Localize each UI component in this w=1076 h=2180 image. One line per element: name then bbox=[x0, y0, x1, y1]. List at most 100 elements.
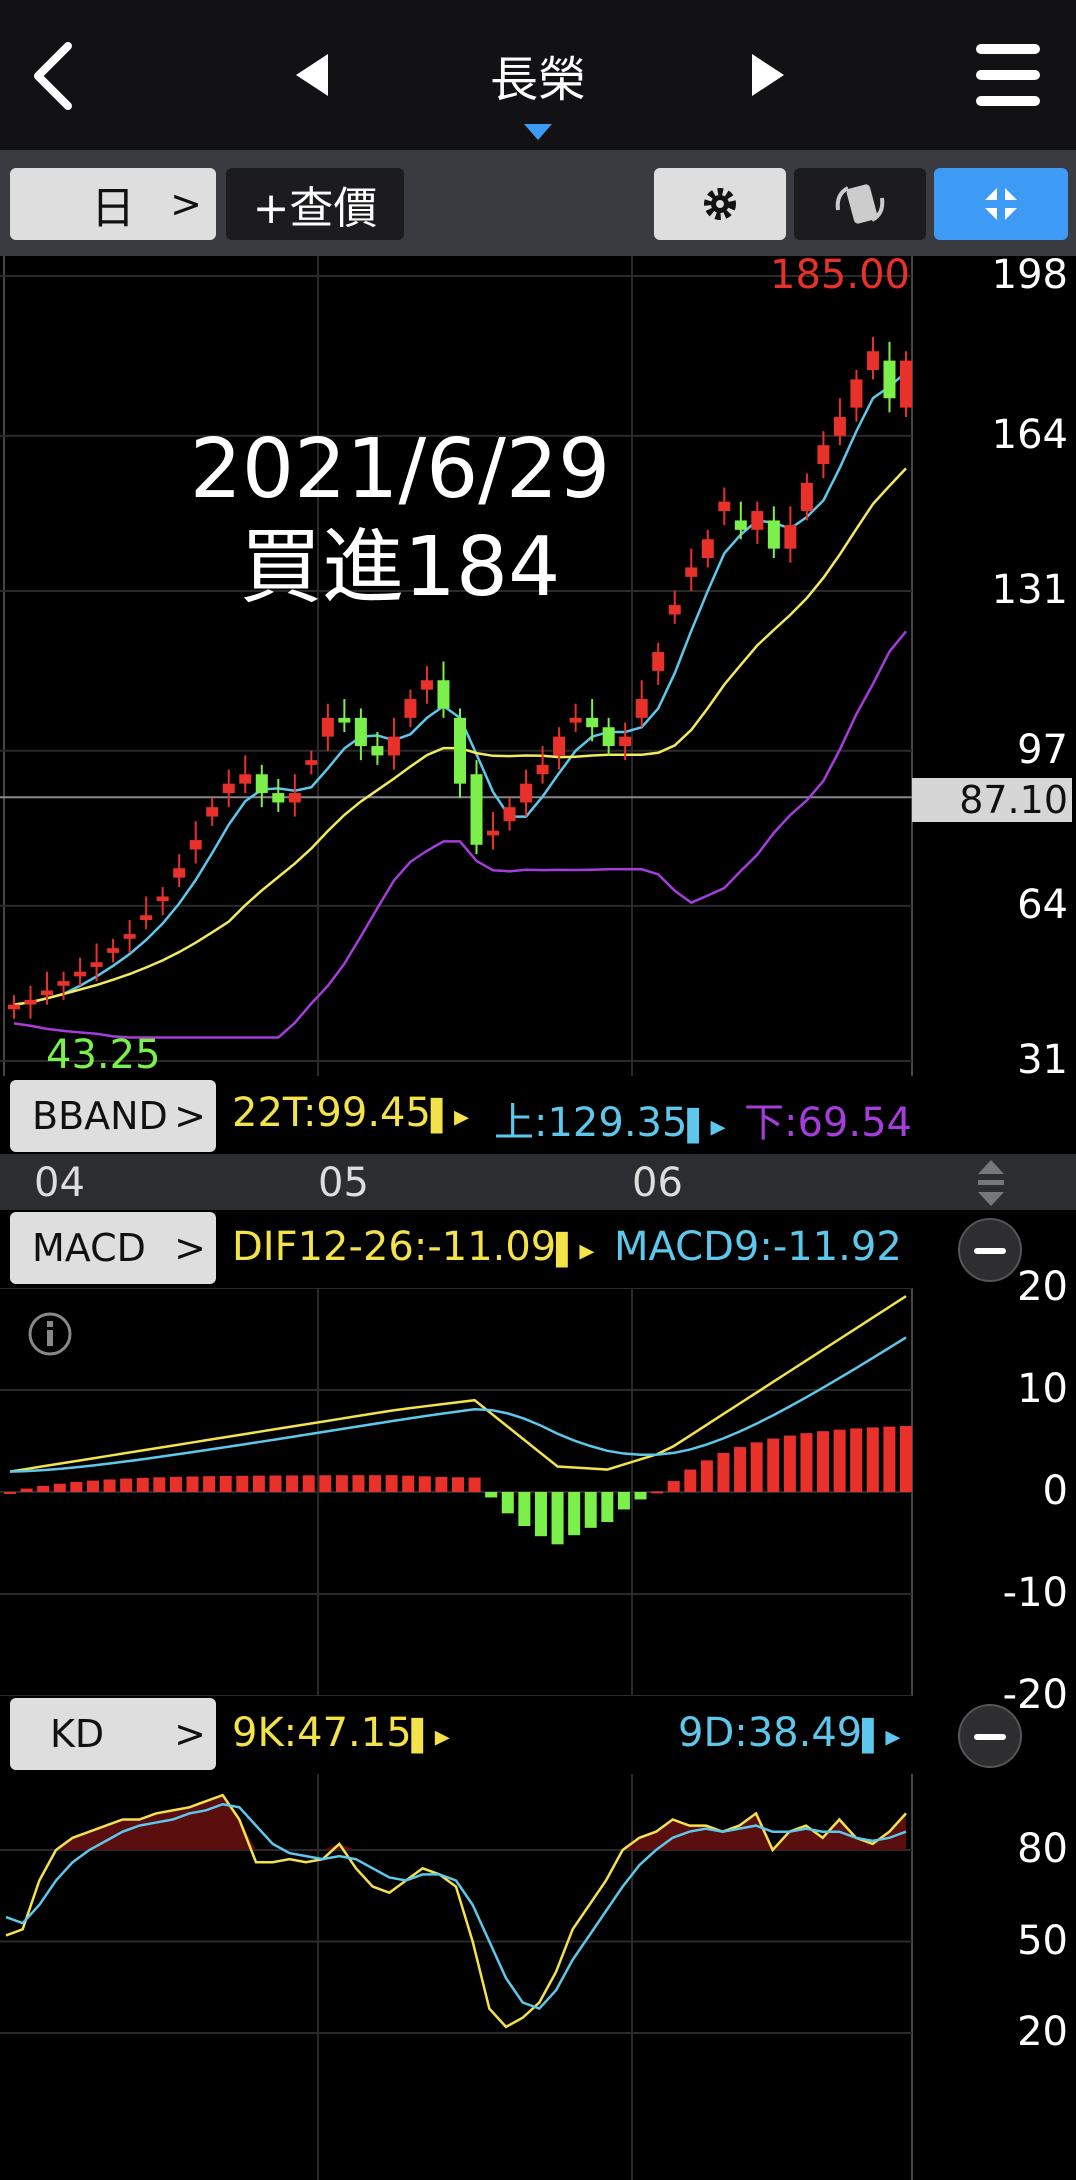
candle-body-39 bbox=[652, 652, 665, 671]
candle-body-17 bbox=[288, 793, 301, 803]
candle-body-54 bbox=[900, 360, 912, 408]
annotation-text: 買進184 bbox=[239, 520, 561, 615]
macd-bar-10 bbox=[169, 1476, 182, 1492]
candle-body-0 bbox=[8, 1004, 20, 1010]
dif-line bbox=[9, 1295, 907, 1473]
price-chart[interactable] bbox=[0, 256, 1076, 1076]
candle-body-28 bbox=[470, 774, 483, 845]
macd-bar-36 bbox=[601, 1492, 614, 1522]
candle-body-12 bbox=[206, 807, 219, 817]
candle-body-18 bbox=[305, 760, 318, 765]
resize-handle-icon[interactable] bbox=[976, 1158, 1006, 1208]
bband-label: BBAND bbox=[32, 1094, 168, 1138]
macd-bar-7 bbox=[120, 1478, 133, 1492]
macd-bar: MACD > DIF12-26:-11.09▌▸ MACD9:-11.92 bbox=[0, 1210, 1076, 1288]
macd-bar-26 bbox=[435, 1476, 448, 1492]
macd-bar-31 bbox=[518, 1492, 531, 1527]
prev-arrow-icon[interactable] bbox=[294, 52, 330, 98]
candle-body-38 bbox=[635, 699, 648, 718]
candle-body-8 bbox=[140, 915, 153, 920]
price-y-tick-3: 97 bbox=[1017, 726, 1068, 773]
kd-y-tick-2: 20 bbox=[1017, 2009, 1068, 2055]
minus-icon[interactable] bbox=[958, 1218, 1022, 1282]
period-label: 日 bbox=[91, 183, 135, 234]
macd-bar-18 bbox=[302, 1475, 315, 1492]
minus-icon[interactable] bbox=[958, 1704, 1022, 1768]
candle-body-23 bbox=[387, 736, 400, 756]
macd-bar-28 bbox=[468, 1477, 481, 1492]
macd-bar-16 bbox=[269, 1475, 282, 1492]
macd-bar-38 bbox=[634, 1492, 647, 1500]
d-line bbox=[5, 1802, 907, 2011]
macd-bar-9 bbox=[153, 1477, 166, 1492]
candle-body-45 bbox=[751, 511, 764, 530]
back-chevron-icon[interactable] bbox=[28, 40, 78, 112]
macd-chart[interactable] bbox=[0, 1288, 1076, 1696]
macd-y-tick-3: -10 bbox=[1002, 1570, 1068, 1616]
dropdown-indicator-icon bbox=[524, 124, 552, 140]
macd-bar-0 bbox=[4, 1492, 16, 1494]
quote-button[interactable]: +查價 bbox=[226, 168, 404, 240]
candle-body-43 bbox=[718, 501, 731, 512]
k-line bbox=[5, 1793, 907, 2029]
macd-bar-53 bbox=[883, 1426, 896, 1492]
candle-body-15 bbox=[255, 774, 268, 794]
candle-body-53 bbox=[883, 360, 896, 399]
macd-label: MACD bbox=[32, 1226, 146, 1270]
macd-dif-value: DIF12-26:-11.09▌▸ bbox=[232, 1224, 595, 1270]
macd-bar-25 bbox=[418, 1476, 431, 1492]
macd-histogram bbox=[4, 1425, 912, 1545]
macd-bar-21 bbox=[352, 1475, 365, 1492]
candle-body-30 bbox=[503, 807, 516, 822]
macd-bar-4 bbox=[70, 1481, 83, 1492]
price-y-tick-1: 164 bbox=[991, 411, 1068, 458]
candle-body-1 bbox=[24, 999, 37, 1005]
candle-body-32 bbox=[536, 764, 549, 775]
info-icon[interactable] bbox=[28, 1312, 72, 1356]
period-selector-button[interactable]: 日 > bbox=[10, 168, 216, 240]
page-title[interactable]: 長榮 bbox=[489, 52, 586, 108]
macd-bar-43 bbox=[717, 1452, 730, 1492]
candle-body-36 bbox=[602, 727, 615, 747]
macd-bar-44 bbox=[734, 1447, 747, 1492]
kd-selector-button[interactable]: KD > bbox=[10, 1698, 216, 1770]
kd-chart[interactable] bbox=[0, 1774, 1076, 2180]
candle-body-7 bbox=[123, 934, 136, 939]
x-tick-04: 04 bbox=[34, 1160, 85, 1206]
candle-body-6 bbox=[107, 948, 120, 953]
candle-body-11 bbox=[189, 840, 202, 850]
settings-button[interactable] bbox=[654, 168, 786, 240]
macd-bar-8 bbox=[136, 1477, 149, 1492]
price-y-tick-0: 198 bbox=[991, 252, 1068, 298]
macd-bar-27 bbox=[452, 1477, 464, 1492]
macd-bar-49 bbox=[817, 1431, 830, 1492]
candle-body-42 bbox=[701, 539, 714, 559]
macd-bar-48 bbox=[800, 1433, 813, 1492]
macd-bar-23 bbox=[385, 1475, 398, 1492]
macd-bar-35 bbox=[584, 1492, 597, 1528]
signal-line bbox=[9, 1336, 907, 1473]
bband-lower-value: 下:69.54 bbox=[744, 1100, 910, 1146]
macd-y-tick-0: 20 bbox=[1017, 1264, 1068, 1310]
chevron-right-icon: > bbox=[174, 1712, 206, 1756]
macd-y-tick-1: 10 bbox=[1017, 1366, 1068, 1412]
gear-icon bbox=[704, 188, 736, 220]
candle-body-24 bbox=[404, 699, 417, 718]
bband-selector-button[interactable]: BBAND > bbox=[10, 1080, 216, 1152]
candle-body-3 bbox=[57, 981, 70, 986]
collapse-fullscreen-button[interactable] bbox=[934, 168, 1068, 240]
candle-body-46 bbox=[767, 520, 780, 549]
macd-bar-46 bbox=[767, 1438, 780, 1492]
macd-signal-value: MACD9:-11.92 bbox=[614, 1224, 902, 1270]
macd-selector-button[interactable]: MACD > bbox=[10, 1212, 216, 1284]
macd-y-tick-4: -20 bbox=[1002, 1672, 1068, 1718]
next-arrow-icon[interactable] bbox=[750, 52, 786, 98]
hamburger-menu-icon[interactable] bbox=[976, 42, 1040, 108]
lower-band-line bbox=[13, 630, 907, 1039]
kd-lines bbox=[5, 1793, 907, 2029]
candle-body-47 bbox=[784, 525, 797, 549]
rotate-screen-button[interactable] bbox=[794, 168, 926, 240]
kd-k-value: 9K:47.15▌▸ bbox=[232, 1710, 450, 1756]
macd-bar-15 bbox=[252, 1475, 265, 1492]
macd-bar-20 bbox=[335, 1475, 348, 1492]
